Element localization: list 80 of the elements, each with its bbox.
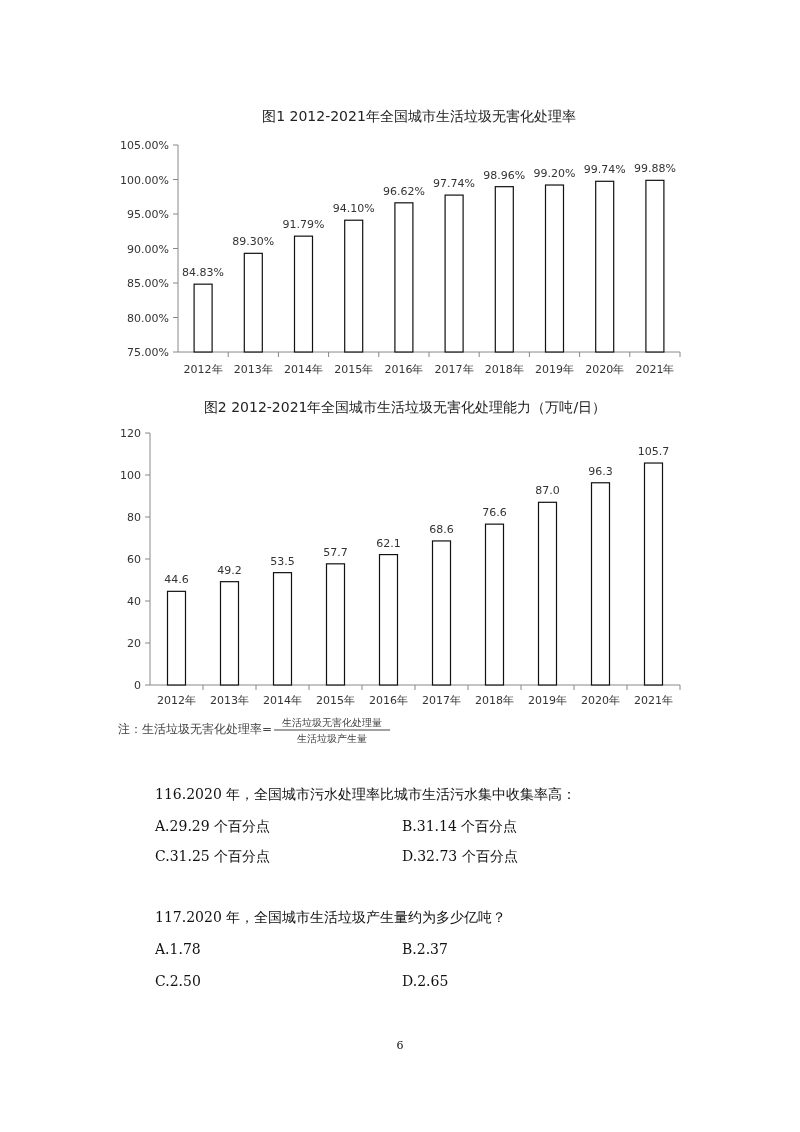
x-tick-label: 2015年: [316, 694, 355, 707]
text: 生活垃圾无害化处理量: [282, 717, 383, 728]
text: 96.62%: [382, 184, 425, 198]
x-tick-label: 2017年: [434, 363, 474, 376]
chart-title: 图1 2012-2021年全国城市生活垃圾无害化处理率: [262, 108, 576, 124]
y-tick-label: 95.00%: [127, 208, 169, 221]
x-tick-label: 2012年: [157, 694, 196, 707]
y-tick-label: 105.00%: [120, 139, 169, 152]
y-tick-label: 40: [127, 595, 141, 608]
text: 49.2: [217, 563, 242, 577]
y-tick-label: 75.00%: [127, 346, 169, 359]
text: 99.20%: [533, 167, 576, 181]
y-tick-label: 60: [127, 553, 141, 566]
x-tick-label: 2014年: [284, 363, 323, 376]
x-tick-label: 2015年: [334, 363, 374, 376]
y-tick-label: 100.00%: [120, 173, 169, 187]
text: 53.5: [270, 554, 295, 568]
y-tick-label: 100: [120, 469, 141, 482]
text: 87.0: [535, 484, 560, 498]
text: C.31.25 个百分点: [155, 848, 271, 864]
text: 105.7: [637, 445, 670, 459]
y-tick-label: 80: [127, 511, 141, 524]
x-tick-label: 2019年: [535, 363, 574, 376]
x-tick-label: 2018年: [484, 363, 524, 376]
bar: [272, 572, 293, 686]
bar: [431, 540, 452, 686]
text: A.1.78: [154, 941, 201, 957]
x-tick-label: 2016年: [384, 363, 424, 376]
y-tick-label: 120: [120, 427, 141, 440]
text: B.2.37: [402, 941, 448, 957]
text: 62.1: [376, 536, 401, 550]
text: 98.96%: [483, 168, 526, 182]
y-tick-label: 20: [127, 637, 141, 650]
text: 94.10%: [332, 202, 375, 216]
y-tick-label: 80.00%: [127, 311, 169, 325]
x-tick-label: 2020年: [585, 363, 625, 376]
text: A.29.29 个百分点: [154, 818, 271, 834]
text: D.32.73 个百分点: [402, 848, 518, 864]
text: D.2.65: [402, 973, 449, 989]
text: 68.6: [429, 522, 454, 536]
text: 76.6: [482, 506, 507, 520]
x-tick-label: 2017年: [422, 694, 461, 707]
text: 96.3: [588, 464, 613, 478]
x-tick-label: 2014年: [263, 694, 302, 707]
bar: [166, 590, 187, 686]
bar: [325, 563, 346, 686]
bar: [484, 523, 505, 686]
bar: [537, 501, 558, 686]
text: 生活垃圾产生量: [297, 733, 368, 744]
text: 57.7: [323, 545, 348, 559]
y-tick-label: 85.00%: [127, 277, 169, 290]
x-tick-label: 2012年: [183, 363, 223, 376]
chart-title: 图2 2012-2021年全国城市生活垃圾无害化处理能力（万吨/日）: [203, 399, 607, 415]
text: 99.74%: [583, 163, 626, 177]
text: 99.88%: [633, 162, 676, 176]
text: 89.30%: [232, 235, 275, 249]
x-tick-label: 2016年: [369, 694, 408, 707]
x-tick-label: 2021年: [635, 363, 675, 376]
text: 97.74%: [433, 177, 476, 191]
text: 6: [396, 1039, 404, 1052]
x-tick-label: 2018年: [475, 694, 514, 707]
bar: [378, 553, 399, 686]
text: B.31.14 个百分点: [402, 818, 518, 834]
y-tick-label: 0: [134, 679, 141, 692]
text: C.2.50: [155, 973, 201, 989]
text: 117.2020 年，全国城市生活垃圾产生量约为多少亿吨？: [155, 909, 507, 925]
text: 116.2020 年，全国城市污水处理率比城市生活污水集中收集率高：: [155, 786, 577, 802]
bar: [643, 462, 664, 686]
x-tick-label: 2019年: [528, 694, 567, 707]
bar: [219, 581, 240, 686]
x-tick-label: 2013年: [233, 363, 273, 376]
x-tick-label: 2020年: [581, 694, 620, 707]
text: 91.79%: [282, 218, 325, 232]
text: 注：生活垃圾无害化处理率=: [118, 722, 273, 736]
text: 44.6: [164, 573, 189, 587]
bar: [590, 482, 611, 686]
text: 84.83%: [182, 266, 225, 280]
y-tick-label: 90.00%: [127, 242, 169, 256]
x-tick-label: 2021年: [634, 694, 673, 707]
x-tick-label: 2013年: [210, 694, 249, 707]
